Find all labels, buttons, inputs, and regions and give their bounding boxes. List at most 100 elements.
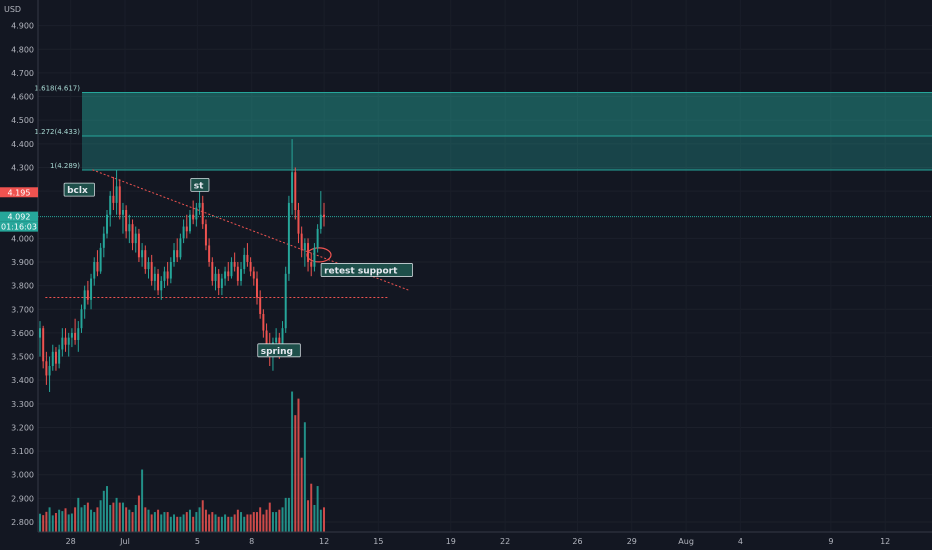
price-badge-label: 4.092 xyxy=(8,213,31,222)
candle-body xyxy=(144,250,147,270)
volume-bar xyxy=(128,509,131,532)
candle-body xyxy=(102,233,105,248)
candle-body xyxy=(233,262,236,267)
candle-body xyxy=(90,278,93,300)
volume-bar xyxy=(188,509,191,532)
y-tick-label: 3.900 xyxy=(11,258,34,267)
volume-bar xyxy=(157,509,160,532)
volume-bar xyxy=(230,516,233,532)
candle-body xyxy=(208,245,211,262)
candle-body xyxy=(192,214,195,220)
volume-bar xyxy=(90,509,93,532)
candle-body xyxy=(173,250,176,262)
candle-body xyxy=(214,273,217,281)
candle-body xyxy=(128,224,131,232)
fib-zone-band xyxy=(82,92,932,137)
volume-bar xyxy=(236,509,239,532)
candle-body xyxy=(319,214,322,229)
candle-body xyxy=(259,297,262,314)
candle-body xyxy=(303,243,306,251)
candlestick-series xyxy=(39,139,325,392)
volume-bar xyxy=(316,486,319,532)
volume-bar xyxy=(67,514,70,532)
candle-body xyxy=(54,351,57,364)
candle-body xyxy=(294,172,297,210)
volume-bar xyxy=(249,514,252,532)
y-tick-label: 4.800 xyxy=(11,45,34,54)
volume-bar xyxy=(224,514,227,532)
fib-extension-zone[interactable]: 1.618(4.617) 1.272(4.433) 1(4.289) xyxy=(34,85,932,171)
y-tick-label: 4.300 xyxy=(11,163,34,172)
y-tick-label: 2.900 xyxy=(11,494,34,503)
candle-body xyxy=(227,271,230,277)
volume-bar xyxy=(319,509,322,532)
annotation-box xyxy=(257,343,301,358)
candle-body xyxy=(163,271,166,281)
volume-bar xyxy=(64,508,67,532)
axes: 5.1004.9004.8004.7004.6004.5004.4004.300… xyxy=(4,0,932,546)
candle-body xyxy=(153,273,156,281)
x-tick-label: 4 xyxy=(738,537,743,546)
volume-bar xyxy=(297,398,300,532)
candle-body xyxy=(166,271,169,279)
candle-body xyxy=(284,273,287,329)
candle-body xyxy=(249,262,252,272)
candle-body xyxy=(141,250,144,258)
volume-bar xyxy=(204,509,207,532)
candle-body xyxy=(121,210,124,215)
volume-bar xyxy=(281,507,284,532)
volume-bar xyxy=(201,500,204,532)
volume-bar xyxy=(147,509,150,532)
candle-body xyxy=(109,195,112,215)
candle-body xyxy=(291,172,294,203)
candle-body xyxy=(118,186,121,215)
y-tick-label: 3.300 xyxy=(11,400,34,409)
candle-body xyxy=(42,328,45,362)
y-tick-label: 3.600 xyxy=(11,329,34,338)
x-tick-label: 29 xyxy=(627,537,637,546)
candle-body xyxy=(287,202,290,274)
x-tick-label: 19 xyxy=(446,537,456,546)
candle-body xyxy=(176,250,179,258)
price-badge xyxy=(0,221,38,232)
candle-body xyxy=(182,226,185,239)
volume-bar xyxy=(220,516,223,532)
volume-bar xyxy=(86,502,89,532)
volume-bar xyxy=(74,507,77,532)
volume-bar xyxy=(262,514,265,532)
candle-body xyxy=(265,330,268,345)
candle-body xyxy=(246,254,249,262)
volume-bar xyxy=(93,512,96,532)
volume-bar xyxy=(150,514,153,532)
volume-bar xyxy=(284,497,287,532)
annotation-box xyxy=(63,182,95,197)
candle-body xyxy=(188,214,191,232)
candle-body xyxy=(252,271,255,279)
annotations[interactable]: bclx st spring retest support xyxy=(63,177,413,358)
volume-bar xyxy=(58,509,61,532)
candle-body xyxy=(106,214,109,234)
volume-bar xyxy=(96,507,99,532)
candle-body xyxy=(195,207,198,220)
volume-bar xyxy=(179,516,182,532)
candle-body xyxy=(80,309,83,329)
volume-bar xyxy=(208,514,211,532)
volume-bar xyxy=(45,511,48,532)
y-tick-label: 3.500 xyxy=(11,353,34,362)
x-tick-label: 9 xyxy=(828,537,833,546)
candle-body xyxy=(61,337,64,350)
candle-body xyxy=(179,238,182,258)
candle-body xyxy=(230,262,233,277)
candle-body xyxy=(204,224,207,246)
annotation-box xyxy=(190,177,210,192)
candle-body xyxy=(125,210,128,232)
volume-bar xyxy=(278,509,281,532)
fib-zone-band xyxy=(82,136,932,171)
volume-bar xyxy=(268,502,271,532)
volume-bar xyxy=(77,497,80,532)
y-tick-label: 4.700 xyxy=(11,69,34,78)
y-tick-label: 3.000 xyxy=(11,471,34,480)
